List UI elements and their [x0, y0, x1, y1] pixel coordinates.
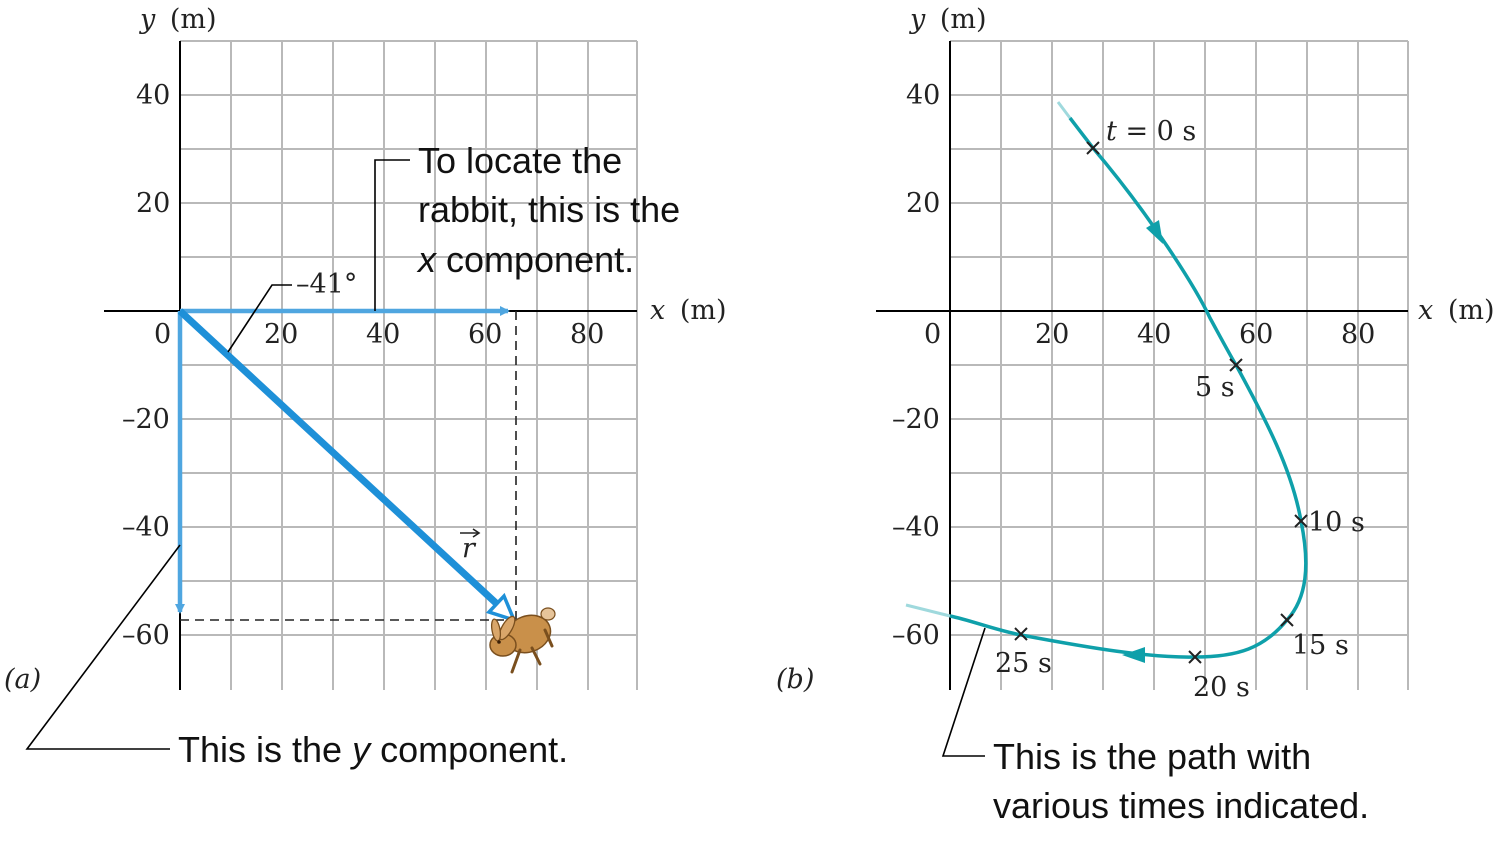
- panel-a-y-tick: –20: [122, 404, 170, 435]
- panel-a-x-tick: 80: [570, 319, 604, 350]
- panel-b-y-tick: –20: [892, 404, 940, 435]
- vector-r-text: r: [462, 533, 477, 564]
- time-label-0s: t = 0 s: [1106, 116, 1196, 147]
- panel-b-x-tick: 80: [1341, 319, 1375, 350]
- panel-a-x-tick: 0: [154, 319, 171, 350]
- panel-b-y-tick: –60: [892, 620, 940, 651]
- angle-leader: [227, 284, 292, 353]
- panel-a-y-tick: 40: [136, 80, 170, 111]
- path-annotation-line1: This is the path with: [993, 736, 1311, 777]
- x-annotation-var: x: [416, 239, 438, 280]
- panel-a-grid: [180, 40, 638, 690]
- x-annotation-rest: component.: [436, 239, 634, 280]
- x-annotation-line1: To locate the: [418, 140, 622, 181]
- trajectory-fade-start: [1056, 101, 1072, 119]
- path-direction-arrow: [1122, 647, 1145, 663]
- panel-b-y-tick: 40: [906, 80, 940, 111]
- panel-a-x-unit: (m): [680, 295, 727, 326]
- path-annotation-leader: [941, 627, 986, 757]
- trajectory-fade-end: [905, 603, 951, 618]
- panel-a-x-var: x: [650, 295, 665, 326]
- panel-b-x-unit: (m): [1448, 295, 1495, 326]
- time-label-20s: 20 s: [1193, 672, 1250, 703]
- panel-b-y-tick: 20: [906, 188, 940, 219]
- time-label-10s: 10 s: [1308, 507, 1365, 538]
- panel-a-x-tick: 60: [468, 319, 502, 350]
- panel-a-x-tick: 20: [264, 319, 298, 350]
- time-label-15s: 15 s: [1292, 630, 1349, 661]
- position-vector-r: [177, 308, 500, 607]
- panel-b-x-var: x: [1418, 295, 1433, 326]
- time-marker-10s: 10 s: [1294, 507, 1365, 538]
- panel-b-tag: (b): [776, 664, 814, 695]
- time-label-5s: 5 s: [1195, 372, 1235, 403]
- panel-a-y-tick: –60: [122, 620, 170, 651]
- position-vector-arrowhead: [485, 592, 518, 623]
- time-label-25s: 25 s: [995, 648, 1052, 679]
- panel-a-tag: (a): [4, 664, 41, 695]
- panel-b-y-var: y: [909, 4, 926, 35]
- trajectory-path: [949, 116, 1308, 659]
- panel-a-y-tick: –40: [122, 512, 170, 543]
- rabbit-icon: [489, 607, 556, 674]
- panel-a-y-var: y: [139, 4, 156, 35]
- y-annotation: This is the y component.: [178, 729, 568, 770]
- y-annotation-leader: [25, 544, 181, 750]
- panel-b-x-tick: 40: [1137, 319, 1171, 350]
- time-marker-25s: 25 s: [995, 627, 1052, 679]
- path-direction-arrow: [1146, 220, 1163, 244]
- panel-b-y-unit: (m): [940, 4, 987, 35]
- panel-a-y-tick: 20: [136, 188, 170, 219]
- panel-b-x-tick: 0: [924, 319, 941, 350]
- panel-b-x-axis-title: x (m): [1418, 295, 1495, 326]
- time-value: = 0 s: [1117, 116, 1196, 147]
- angle-label: –41°: [296, 269, 357, 300]
- x-annotation-line3: x component.: [416, 239, 634, 280]
- panel-a-x-tick: 40: [366, 319, 400, 350]
- panel-a-y-unit: (m): [170, 4, 217, 35]
- panel-b-x-tick: 20: [1035, 319, 1069, 350]
- time-var: t: [1106, 116, 1117, 147]
- x-annotation-line2: rabbit, this is the: [418, 189, 680, 230]
- path-annotation-line2: various times indicated.: [993, 785, 1369, 826]
- y-annotation-part2: component.: [370, 729, 568, 770]
- panel-b-x-tick: 60: [1239, 319, 1273, 350]
- time-marker-20s: 20 s: [1188, 650, 1250, 703]
- panel-b-y-tick: –40: [892, 512, 940, 543]
- vector-r-label: r: [460, 528, 481, 564]
- panel-a-x-axis-title: x (m): [650, 295, 727, 326]
- time-marker-5s: 5 s: [1195, 358, 1243, 403]
- time-marker-15s: 15 s: [1280, 613, 1349, 661]
- panel-b-grid: [950, 40, 1409, 690]
- panel-b-y-axis-title: y (m): [909, 4, 987, 35]
- panel-b: y (m) x (m) 0 20 40 60 80 40 20 –20 –40 …: [776, 4, 1495, 826]
- panel-a-y-axis-title: y (m): [139, 4, 217, 35]
- y-annotation-var: y: [349, 729, 372, 770]
- y-annotation-part1: This is the: [178, 729, 352, 770]
- time-marker-0s: t = 0 s: [1086, 116, 1196, 155]
- x-annotation-leader: [374, 159, 410, 311]
- panel-a: y (m) x (m) 0 20 40 60 80 40 20 –20 –40 …: [4, 4, 727, 770]
